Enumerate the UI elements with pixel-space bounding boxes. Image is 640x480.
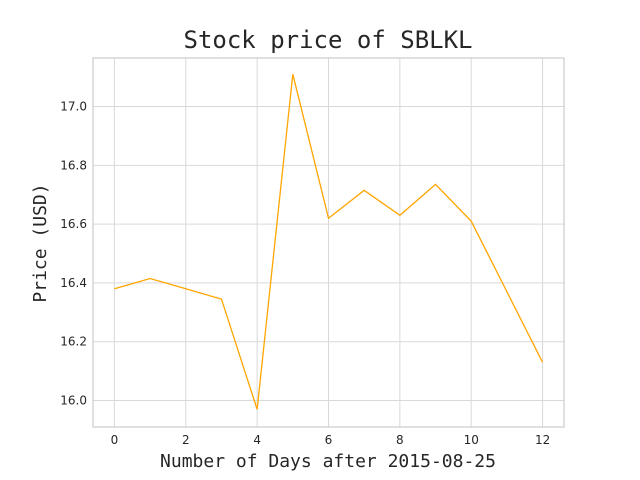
y-tick-label: 16.4 (60, 276, 87, 290)
y-axis-label: Price (USD) (30, 183, 51, 302)
x-tick-label: 12 (535, 433, 550, 447)
y-tick-label: 16.8 (60, 158, 87, 172)
x-tick-label: 4 (253, 433, 261, 447)
grid-lines (93, 58, 564, 427)
x-tick-label: 6 (325, 433, 333, 447)
y-tick-label: 16.0 (60, 394, 87, 408)
y-tick-label: 17.0 (60, 100, 87, 114)
x-tick-label: 0 (111, 433, 119, 447)
chart-title: Stock price of SBLKL (184, 26, 473, 54)
x-axis-ticks: 0 2 4 6 8 10 12 (111, 433, 551, 447)
y-tick-label: 16.6 (60, 217, 87, 231)
x-tick-label: 2 (182, 433, 190, 447)
y-tick-label: 16.2 (60, 335, 87, 349)
y-axis-ticks: 16.0 16.2 16.4 16.6 16.8 17.0 (60, 100, 87, 408)
x-axis-label: Number of Days after 2015-08-25 (160, 451, 496, 472)
x-tick-label: 8 (396, 433, 404, 447)
x-tick-label: 10 (464, 433, 479, 447)
